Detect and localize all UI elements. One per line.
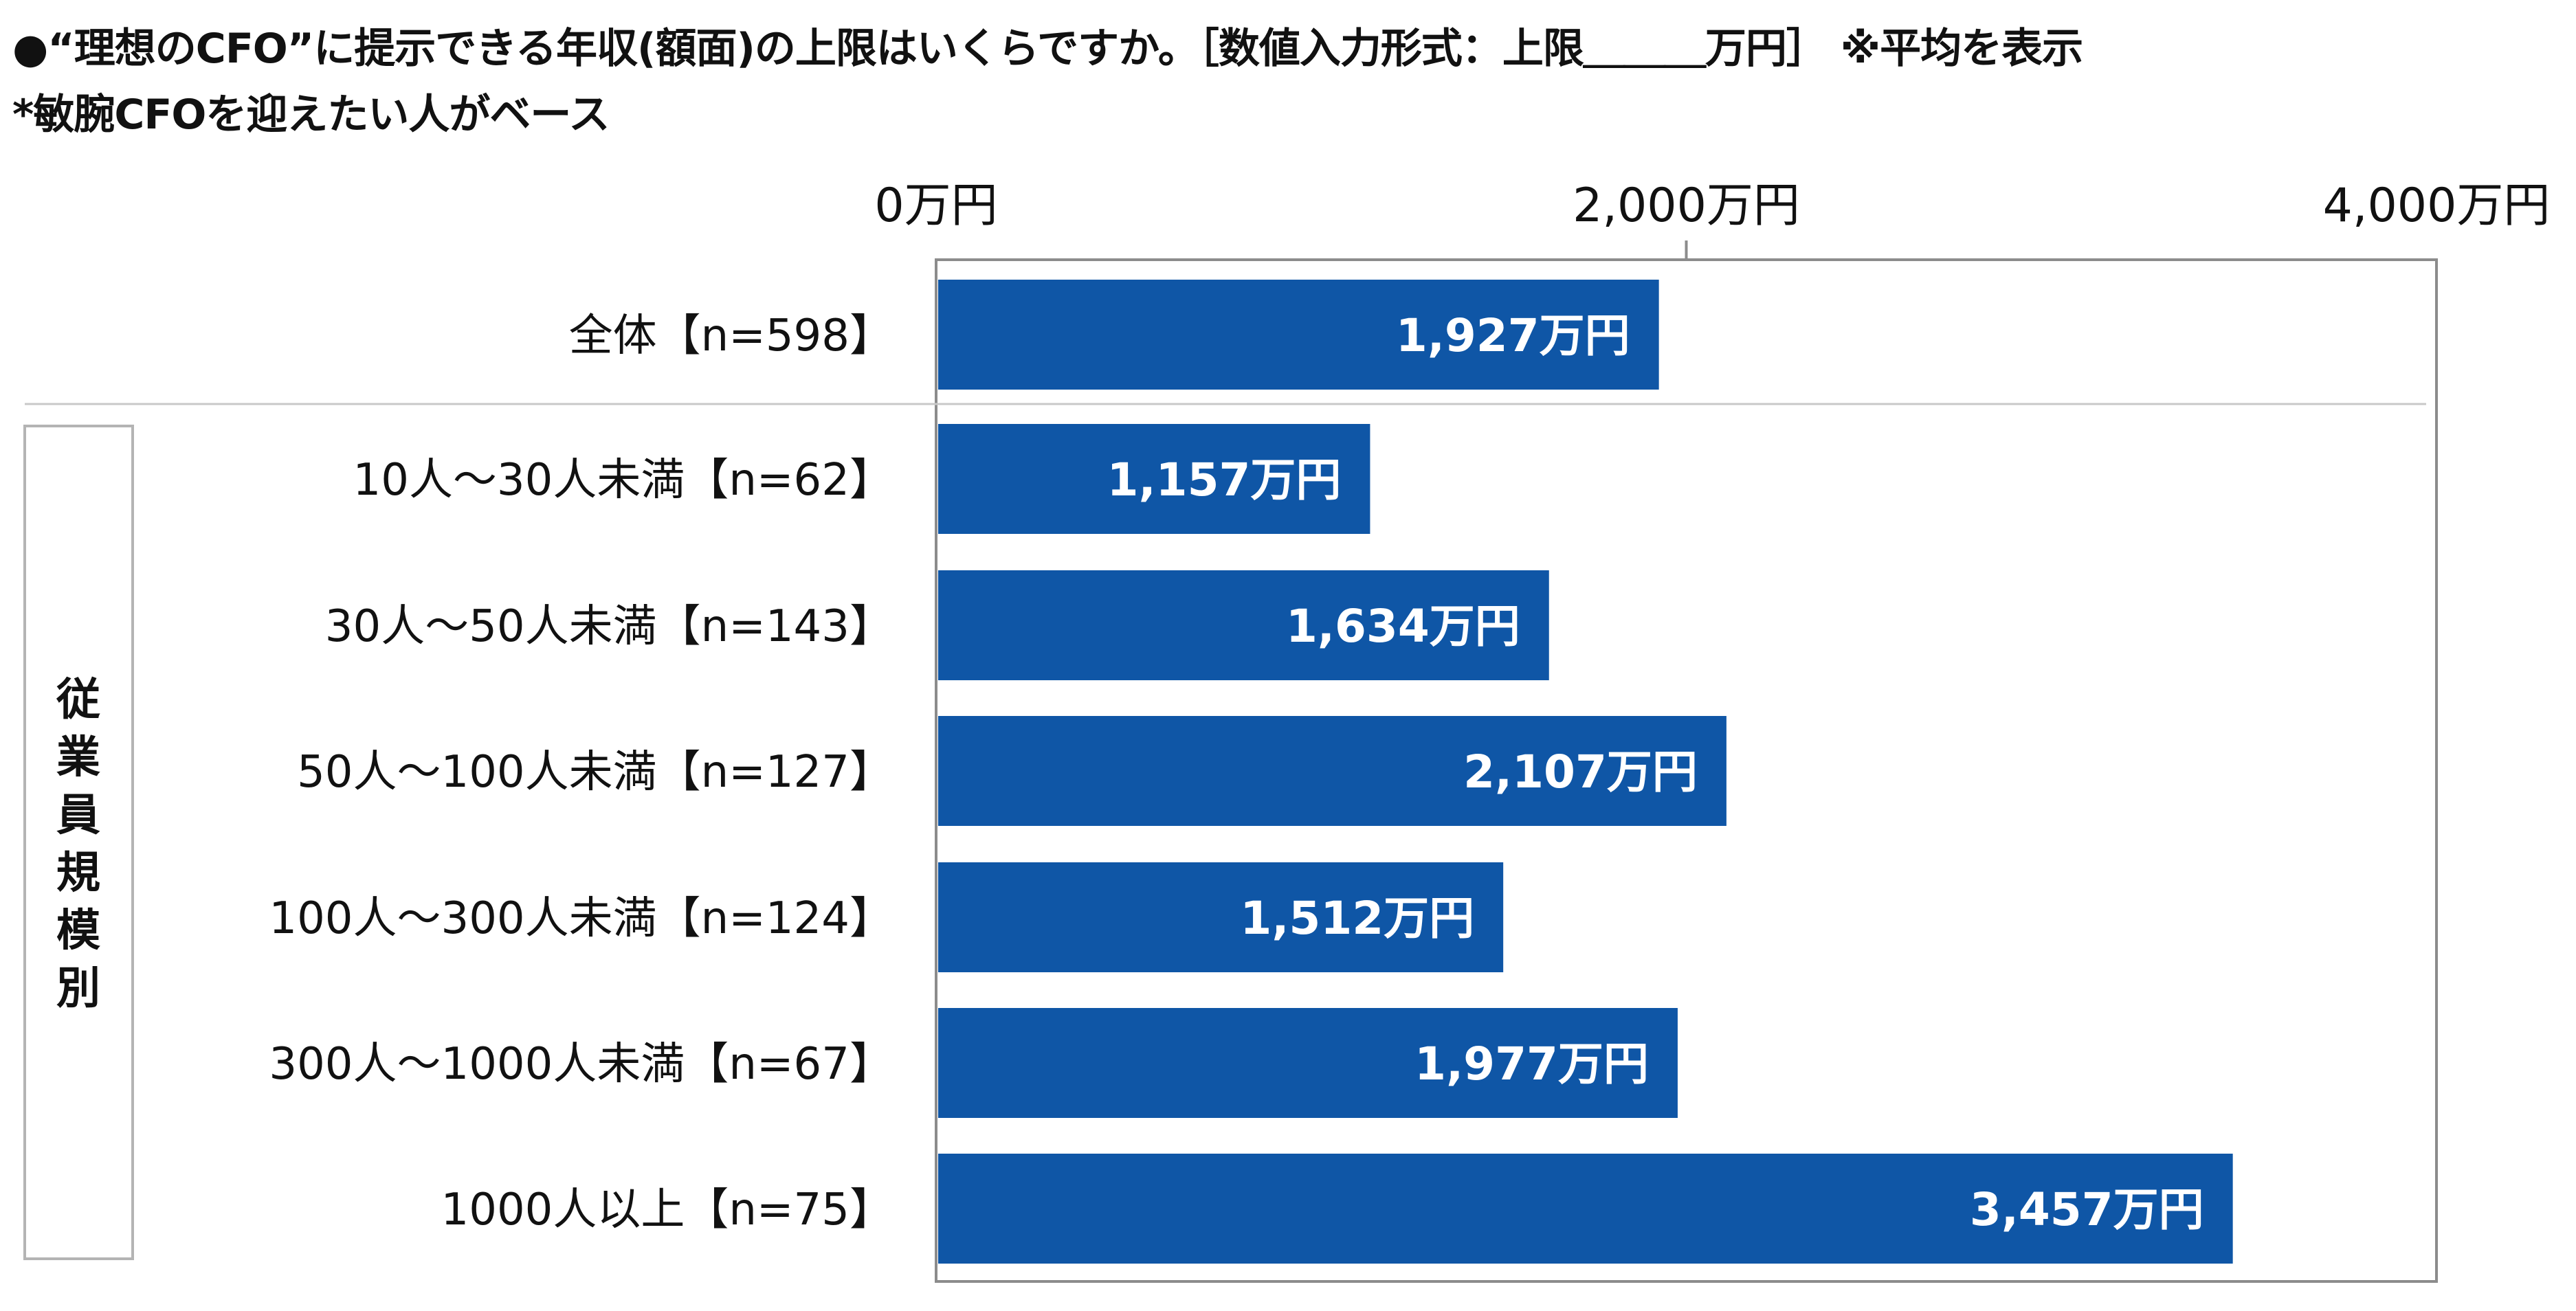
- bar-series: [938, 280, 2233, 1264]
- x-tick-labels: 0万円 2,000万円 4,000万円: [874, 179, 2550, 233]
- group-box: [23, 425, 134, 1260]
- data-label: 3,457万円: [1970, 1183, 2204, 1236]
- data-label: 1,634万円: [1286, 600, 1520, 653]
- chart-subtitle: *敏腕CFOを迎えたい人がベース: [12, 91, 610, 139]
- category-label: 100人～300人未満【n=124】: [269, 893, 893, 944]
- category-label: 30人～50人未満【n=143】: [325, 601, 893, 652]
- bar: [938, 862, 1504, 972]
- bar: [938, 1008, 1678, 1118]
- chart-axes: [25, 240, 2438, 1283]
- category-label: 300人～1000人未満【n=67】: [269, 1039, 893, 1090]
- category-label: 50人～100人未満【n=127】: [297, 747, 893, 798]
- category-label: 全体【n=598】: [569, 311, 893, 361]
- bar: [938, 280, 1659, 390]
- group-label-char: 模: [56, 906, 100, 956]
- category-label: 1000人以上【n=75】: [441, 1185, 894, 1235]
- bar: [938, 1154, 2233, 1264]
- category-labels: 全体【n=598】 10人～30人未満【n=62】 30人～50人未満【n=143】…: [269, 311, 893, 1235]
- x-tick-label: 2,000万円: [1573, 179, 1800, 233]
- group-label-char: 員: [56, 790, 100, 841]
- value-labels: 1,927万円 1,157万円 1,634万円 2,107万円 1,512万円 1,977…: [1107, 309, 2204, 1236]
- data-label: 1,157万円: [1107, 453, 1342, 506]
- data-label: 2,107万円: [1463, 746, 1698, 798]
- group-label-char: 別: [56, 963, 100, 1014]
- category-label: 10人～30人未満【n=62】: [353, 455, 894, 506]
- bar: [938, 570, 1549, 680]
- group-label-char: 規: [56, 848, 100, 899]
- group-label-char: 従: [56, 675, 100, 726]
- chart-title: ●“理想のCFO”に提示できる年収(額面)の上限はいくらですか。［数値入力形式：…: [12, 25, 2083, 73]
- x-tick-label: 4,000万円: [2323, 179, 2551, 233]
- bar: [938, 424, 1370, 534]
- bar: [938, 716, 1726, 826]
- x-tick-label: 0万円: [874, 179, 997, 233]
- data-label: 1,977万円: [1414, 1038, 1649, 1090]
- group-label-char: 業: [56, 732, 100, 783]
- data-label: 1,927万円: [1396, 309, 1630, 362]
- data-label: 1,512万円: [1240, 892, 1474, 945]
